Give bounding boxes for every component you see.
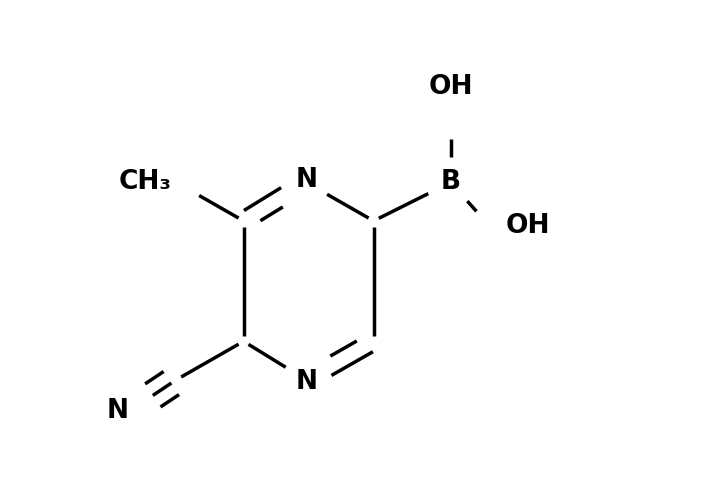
Text: N: N [295,167,317,193]
Text: OH: OH [506,213,550,239]
Text: B: B [440,170,461,196]
Text: N: N [295,369,317,395]
Text: CH₃: CH₃ [119,170,171,196]
Text: N: N [107,398,129,424]
Text: OH: OH [429,74,473,100]
